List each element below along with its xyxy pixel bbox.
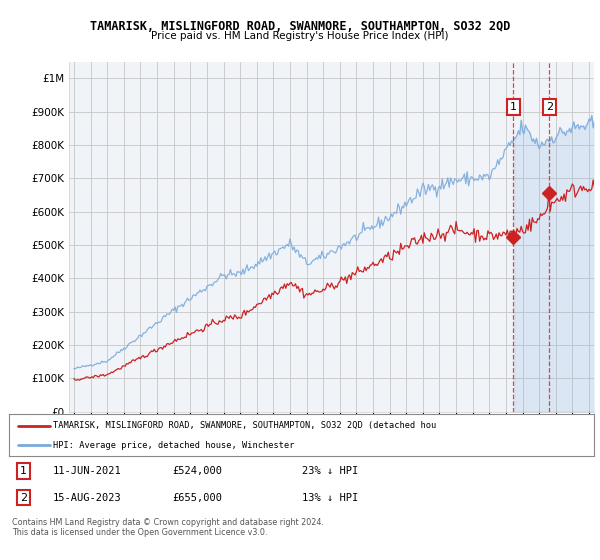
Text: 15-AUG-2023: 15-AUG-2023 [53,492,122,502]
Text: 2: 2 [20,492,27,502]
Text: 23% ↓ HPI: 23% ↓ HPI [302,466,358,476]
Text: 1: 1 [20,466,27,476]
Text: £524,000: £524,000 [173,466,223,476]
Text: HPI: Average price, detached house, Winchester: HPI: Average price, detached house, Winc… [53,441,295,450]
Text: £655,000: £655,000 [173,492,223,502]
Text: 11-JUN-2021: 11-JUN-2021 [53,466,122,476]
Text: TAMARISK, MISLINGFORD ROAD, SWANMORE, SOUTHAMPTON, SO32 2QD: TAMARISK, MISLINGFORD ROAD, SWANMORE, SO… [90,20,510,32]
Text: 2: 2 [546,102,553,112]
Text: Price paid vs. HM Land Registry's House Price Index (HPI): Price paid vs. HM Land Registry's House … [151,31,449,41]
Text: 1: 1 [510,102,517,112]
Text: Contains HM Land Registry data © Crown copyright and database right 2024.
This d: Contains HM Land Registry data © Crown c… [12,518,324,538]
Text: TAMARISK, MISLINGFORD ROAD, SWANMORE, SOUTHAMPTON, SO32 2QD (detached hou: TAMARISK, MISLINGFORD ROAD, SWANMORE, SO… [53,421,436,430]
Text: 13% ↓ HPI: 13% ↓ HPI [302,492,358,502]
